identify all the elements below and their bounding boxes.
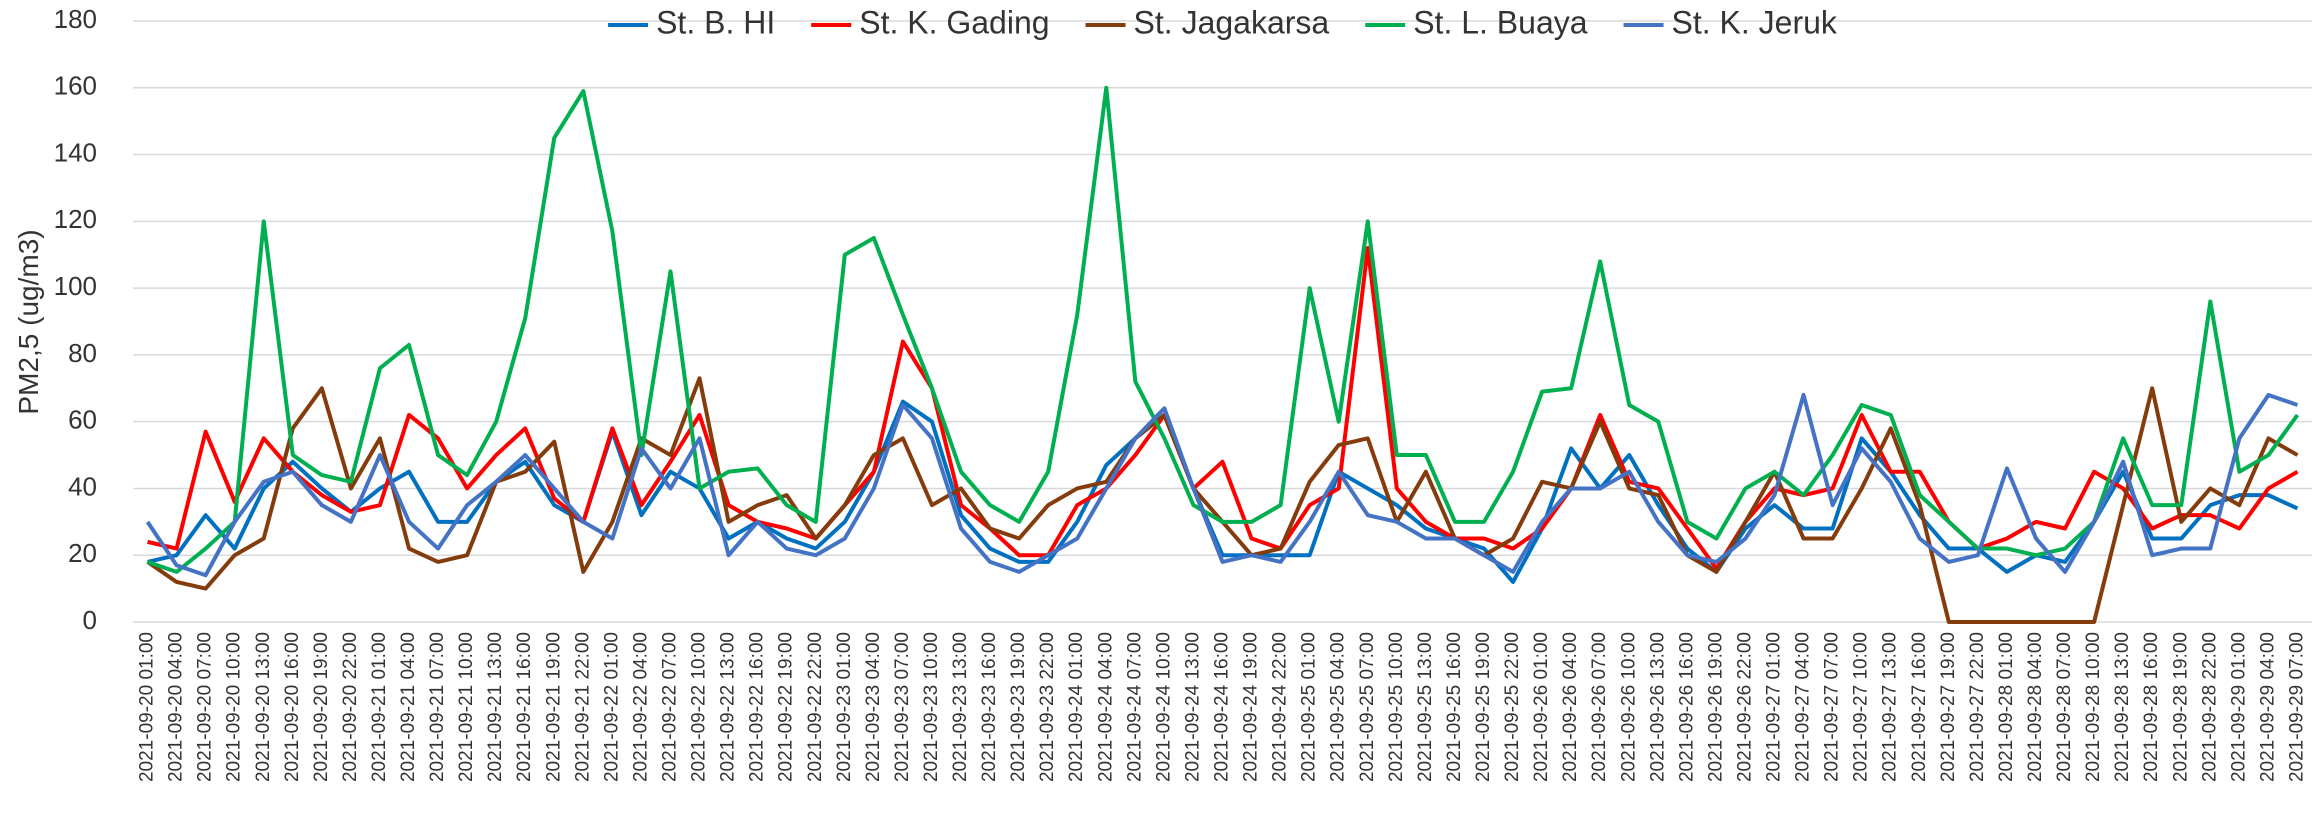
x-tick-label: 2021-09-21 01:00 (369, 632, 390, 782)
x-tick-label: 2021-09-25 07:00 (1357, 632, 1378, 782)
x-tick-label: 2021-09-26 22:00 (1734, 632, 1755, 782)
x-tick-label: 2021-09-24 01:00 (1066, 632, 1087, 782)
x-tick-label: 2021-09-21 16:00 (514, 632, 535, 782)
y-tick-label: 20 (68, 538, 97, 568)
series-line (147, 246, 2299, 571)
x-tick-label: 2021-09-20 13:00 (253, 632, 274, 782)
x-tick-label: 2021-09-23 13:00 (950, 632, 971, 782)
x-tick-label: 2021-09-27 10:00 (1851, 632, 1872, 782)
x-tick-label: 2021-09-26 13:00 (1647, 632, 1668, 782)
x-tick-label: 2021-09-26 10:00 (1618, 632, 1639, 782)
x-tick-label: 2021-09-25 13:00 (1415, 632, 1436, 782)
x-tick-label: 2021-09-23 07:00 (892, 632, 913, 782)
y-tick-label: 0 (83, 605, 97, 635)
x-tick-label: 2021-09-26 04:00 (1560, 632, 1581, 782)
y-tick-label: 180 (54, 4, 97, 34)
x-tick-label: 2021-09-21 10:00 (456, 632, 477, 782)
x-tick-label: 2021-09-24 04:00 (1095, 632, 1116, 782)
x-tick-label: 2021-09-20 04:00 (166, 632, 187, 782)
x-tick-label: 2021-09-27 04:00 (1793, 632, 1814, 782)
x-tick-label: 2021-09-22 07:00 (660, 632, 681, 782)
x-tick-label: 2021-09-28 16:00 (2141, 632, 2162, 782)
x-tick-label: 2021-09-29 01:00 (2228, 632, 2249, 782)
x-tick-label: 2021-09-28 07:00 (2054, 632, 2075, 782)
x-tick-label: 2021-09-20 10:00 (224, 632, 245, 782)
x-tick-label: 2021-09-27 13:00 (1880, 632, 1901, 782)
y-axis-title: PM2,5 (ug/m3) (13, 229, 44, 414)
x-tick-label: 2021-09-24 22:00 (1270, 632, 1291, 782)
x-tick-label: 2021-09-22 10:00 (689, 632, 710, 782)
legend-label: St. L. Buaya (1413, 4, 1588, 40)
x-tick-label: 2021-09-28 13:00 (2112, 632, 2133, 782)
x-tick-label: 2021-09-25 16:00 (1444, 632, 1465, 782)
x-tick-label: 2021-09-27 07:00 (1822, 632, 1843, 782)
series-line (145, 392, 2299, 578)
x-tick-label: 2021-09-23 22:00 (1037, 632, 1058, 782)
y-tick-label: 120 (54, 204, 97, 234)
x-tick-label: 2021-09-28 01:00 (1996, 632, 2017, 782)
x-tick-label: 2021-09-27 22:00 (1967, 632, 1988, 782)
x-tick-label: 2021-09-20 19:00 (311, 632, 332, 782)
y-tick-label: 40 (68, 471, 97, 501)
x-tick-label: 2021-09-20 07:00 (195, 632, 216, 782)
x-tick-label: 2021-09-25 01:00 (1299, 632, 1320, 782)
x-tick-label: 2021-09-26 16:00 (1676, 632, 1697, 782)
x-tick-label: 2021-09-24 13:00 (1182, 632, 1203, 782)
x-tick-label: 2021-09-23 16:00 (979, 632, 1000, 782)
legend-label: St. K. Gading (859, 4, 1049, 40)
x-tick-label: 2021-09-23 19:00 (1008, 632, 1029, 782)
legend-label: St. K. Jeruk (1672, 4, 1838, 40)
series-line (146, 85, 2300, 574)
x-tick-label: 2021-09-24 07:00 (1124, 632, 1145, 782)
x-tick-label: 2021-09-23 04:00 (863, 632, 884, 782)
x-tick-label: 2021-09-28 10:00 (2083, 632, 2104, 782)
y-tick-label: 100 (54, 271, 97, 301)
x-tick-label: 2021-09-26 01:00 (1531, 632, 1552, 782)
x-tick-label: 2021-09-24 16:00 (1212, 632, 1233, 782)
y-tick-label: 160 (54, 71, 97, 101)
x-tick-label: 2021-09-20 16:00 (282, 632, 303, 782)
x-tick-label: 2021-09-21 07:00 (427, 632, 448, 782)
x-tick-label: 2021-09-29 04:00 (2257, 632, 2278, 782)
x-tick-label: 2021-09-28 04:00 (2025, 632, 2046, 782)
x-tick-label: 2021-09-21 19:00 (543, 632, 564, 782)
x-tick-label: 2021-09-24 19:00 (1241, 632, 1262, 782)
x-tick-label: 2021-09-20 22:00 (340, 632, 361, 782)
x-tick-label: 2021-09-28 22:00 (2199, 632, 2220, 782)
legend-label: St. B. HI (656, 4, 775, 40)
x-tick-label: 2021-09-21 04:00 (398, 632, 419, 782)
x-tick-label: 2021-09-22 16:00 (747, 632, 768, 782)
y-tick-label: 80 (68, 338, 97, 368)
x-tick-label: 2021-09-26 19:00 (1705, 632, 1726, 782)
x-tick-label: 2021-09-26 07:00 (1589, 632, 1610, 782)
x-tick-label: 2021-09-25 22:00 (1502, 632, 1523, 782)
x-tick-label: 2021-09-23 10:00 (921, 632, 942, 782)
x-tick-label: 2021-09-22 13:00 (718, 632, 739, 782)
x-tick-label: 2021-09-25 04:00 (1328, 632, 1349, 782)
series-line (146, 376, 2299, 624)
x-tick-label: 2021-09-21 13:00 (485, 632, 506, 782)
x-tick-label: 2021-09-27 01:00 (1764, 632, 1785, 782)
x-tick-label: 2021-09-28 19:00 (2170, 632, 2191, 782)
x-tick-label: 2021-09-20 01:00 (137, 632, 158, 782)
x-tick-label: 2021-09-23 01:00 (834, 632, 855, 782)
x-tick-label: 2021-09-29 07:00 (2286, 632, 2307, 782)
x-tick-label: 2021-09-22 19:00 (776, 632, 797, 782)
x-tick-label: 2021-09-22 22:00 (805, 632, 826, 782)
x-tick-label: 2021-09-27 19:00 (1938, 632, 1959, 782)
x-tick-label: 2021-09-22 01:00 (601, 632, 622, 782)
x-tick-label: 2021-09-21 22:00 (572, 632, 593, 782)
x-tick-label: 2021-09-24 10:00 (1153, 632, 1174, 782)
y-tick-label: 140 (54, 137, 97, 167)
legend-label: St. Jagakarsa (1134, 4, 1330, 40)
x-tick-label: 2021-09-27 16:00 (1909, 632, 1930, 782)
legend: St. B. HI St. K. Gading St. Jagakarsa St. L… (608, 4, 1838, 40)
y-tick-label: 60 (68, 405, 97, 435)
x-tick-label: 2021-09-22 04:00 (630, 632, 651, 782)
x-tick-label: 2021-09-25 10:00 (1386, 632, 1407, 782)
x-tick-label: 2021-09-25 19:00 (1473, 632, 1494, 782)
